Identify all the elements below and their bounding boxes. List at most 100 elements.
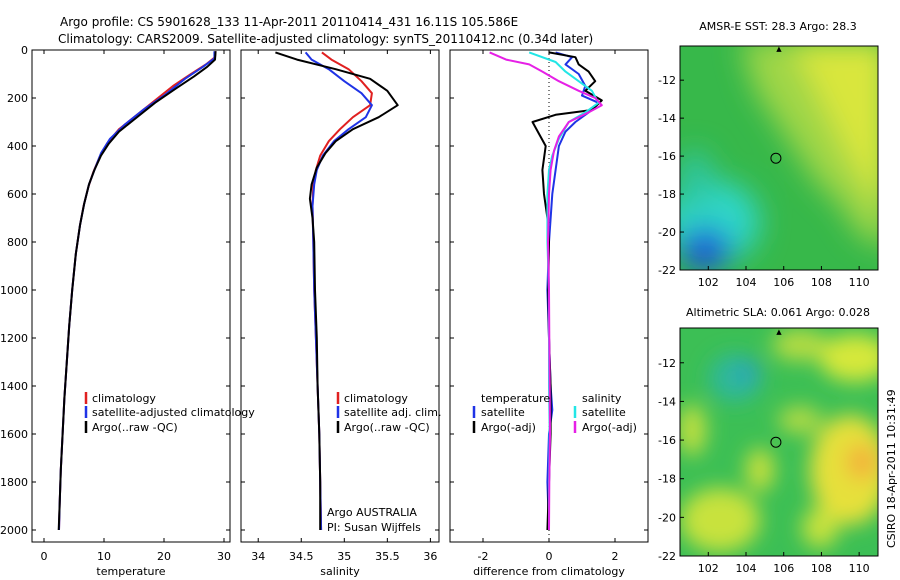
map-x-tick-label: 108 (811, 562, 832, 575)
map-x-tick-label: 110 (849, 562, 870, 575)
float-location-marker (770, 436, 782, 448)
x-tick-label: 2 (612, 550, 619, 563)
x-tick-label: -2 (478, 550, 489, 563)
sla-peak-se (846, 444, 878, 480)
pi-label: PI: Susan Wijffels (327, 521, 421, 534)
sst-hot-region (793, 46, 878, 198)
y-tick-label: 1200 (0, 332, 28, 345)
series-line-satellite-adjusted-climatology (58, 51, 216, 531)
csiro-timestamp-label: CSIRO 18-Apr-2011 10:31:49 (885, 389, 898, 548)
map-y-tick-label: -20 (658, 226, 676, 239)
difference-legend: temperature satellite Argo(-adj) salinit… (472, 392, 637, 434)
y-tick-label: 400 (7, 140, 28, 153)
y-tick-label: 1000 (0, 284, 28, 297)
sst-map-title: AMSR-E SST: 28.3 Argo: 28.3 (699, 20, 857, 33)
legend-label-sal-argo: Argo(-adj) (582, 421, 637, 434)
x-tick-label: 34 (251, 550, 265, 563)
legend-label-climatology: climatology (344, 392, 408, 405)
legend-title-salinity: salinity (582, 392, 622, 405)
figure-title-line2: Climatology: CARS2009. Satellite-adjuste… (58, 32, 593, 46)
map-y-tick-label: -12 (658, 74, 676, 87)
series-line-climatology (58, 51, 217, 531)
legend-label-satellite-adj: satellite adj. clim. (344, 406, 441, 419)
temperature-legend: climatology satellite-adjusted climatolo… (84, 392, 255, 434)
map-y-tick-label: -20 (658, 511, 676, 524)
temperature-x-label: temperature (96, 565, 165, 578)
legend-label-argo-raw: Argo(..raw -QC) (344, 421, 430, 434)
temperature-lines (57, 51, 217, 531)
sla-high-s (802, 508, 838, 548)
sla-map-frame (679, 327, 879, 557)
map-x-tick-label: 106 (773, 276, 794, 289)
y-tick-label: 800 (7, 236, 28, 249)
salinity-legend: climatology satellite adj. clim. Argo(..… (336, 392, 441, 434)
x-tick-label: 30 (217, 550, 231, 563)
map-x-tick-label: 108 (811, 276, 832, 289)
salinity-plot-frame (240, 49, 440, 543)
map-y-tick-label: -14 (658, 112, 676, 125)
legend-label-temp-satellite: satellite (481, 406, 525, 419)
y-tick-label: 1600 (0, 428, 28, 441)
x-tick-label: 35.5 (375, 550, 400, 563)
figure-title-line1: Argo profile: CS 5901628_133 11-Apr-2011… (60, 15, 518, 29)
x-tick-label: 35 (337, 550, 351, 563)
x-tick-label: 36 (423, 550, 437, 563)
x-tick-label: 10 (97, 550, 111, 563)
x-tick-label: 0 (41, 550, 48, 563)
series-line-salinity-argo-adj- (489, 51, 603, 531)
series-line-salinity-satellite (528, 51, 600, 530)
map-y-tick-label: -22 (658, 264, 676, 277)
sla-map-axes: 102 104 106 108 110 -12 -14 -16 -18 -20 -22 (658, 357, 870, 575)
sst-map-axes: 102 104 106 108 110 -12 -14 -16 -18 -20 -22 (658, 74, 870, 289)
sla-high-w (680, 404, 706, 456)
difference-panel: -2 0 2 difference from climatology tempera… (449, 49, 649, 578)
map-x-tick-label: 110 (849, 276, 870, 289)
series-line-argo-raw-qc- (275, 51, 399, 530)
map-x-tick-label: 102 (698, 276, 719, 289)
map-y-tick-label: -14 (658, 395, 676, 408)
sla-high-ne (819, 334, 878, 382)
temperature-plot-frame (31, 49, 231, 543)
temperature-x-axis: 0 10 20 30 (41, 50, 231, 563)
sla-low-nw2 (736, 360, 760, 384)
map-y-tick-label: -16 (658, 434, 676, 447)
y-tick-label: 1800 (0, 476, 28, 489)
y-tick-label: 200 (7, 92, 28, 105)
x-tick-label: 34.5 (289, 550, 314, 563)
sst-cold-region (680, 228, 731, 270)
y-tick-label: 2000 (0, 524, 28, 537)
sla-heatmap (680, 328, 878, 556)
sla-high-c (746, 448, 774, 492)
series-line-argo-raw-qc- (57, 51, 217, 531)
salinity-lines (275, 51, 399, 531)
sst-teal-region (680, 150, 713, 210)
x-tick-label: 0 (546, 550, 553, 563)
map-y-tick-label: -18 (658, 473, 676, 486)
y-tick-label: 600 (7, 188, 28, 201)
legend-label-climatology: climatology (92, 392, 156, 405)
temperature-panel: 0 200 400 600 800 1000 1200 1400 1600 1800 2000 0 1… (0, 44, 255, 578)
sst-heatmap (680, 46, 878, 270)
map-y-tick-label: -16 (658, 150, 676, 163)
map-y-tick-label: -22 (658, 550, 676, 563)
y-tick-label: 1400 (0, 380, 28, 393)
y-tick-label: 0 (21, 44, 28, 57)
sst-map-frame (679, 45, 879, 271)
difference-y-axis (450, 49, 648, 531)
map-y-tick-label: -12 (658, 357, 676, 370)
sla-map-panel: Altimetric SLA: 0.061 Argo: 0.028 102 104… (658, 306, 879, 575)
map-north-marker: ▲ (776, 45, 782, 53)
difference-lines (489, 51, 603, 531)
temperature-y-axis: 0 200 400 600 800 1000 1200 1400 1600 1800 2000 (0, 44, 230, 537)
argo-australia-label: Argo AUSTRALIA (327, 506, 417, 519)
map-x-tick-label: 102 (698, 562, 719, 575)
sla-map-title: Altimetric SLA: 0.061 Argo: 0.028 (686, 306, 870, 319)
salinity-x-label: salinity (320, 565, 360, 578)
salinity-x-axis: 34 34.5 35 35.5 36 (251, 50, 437, 563)
map-y-tick-label: -18 (658, 188, 676, 201)
legend-title-temperature: temperature (481, 392, 550, 405)
x-tick-label: 20 (157, 550, 171, 563)
sst-map-panel: AMSR-E SST: 28.3 Argo: 28.3 102 104 106 108… (658, 20, 879, 289)
map-x-tick-label: 104 (736, 276, 757, 289)
